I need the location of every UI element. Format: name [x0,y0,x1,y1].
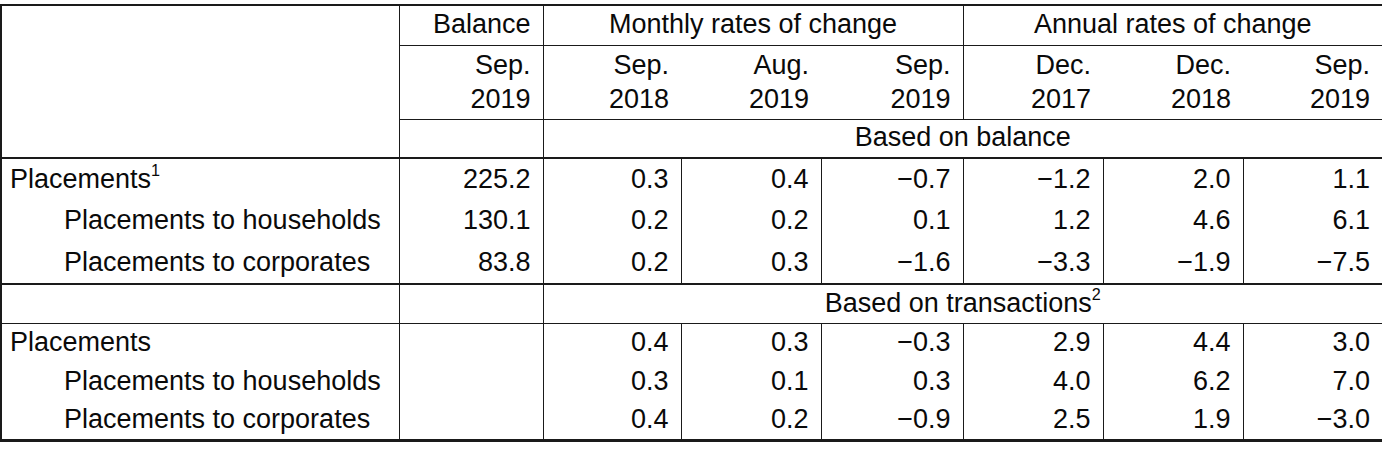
cell-value: −7.5 [1243,242,1382,284]
cell-value: −0.3 [821,323,963,362]
row-label: Placements to households [1,362,399,401]
period-header-annual-1: Dec. 2017 [963,45,1103,119]
row-label: Placements to corporates [1,242,399,284]
cell-value: 0.2 [681,200,821,242]
section-band-based-on-transactions: Based on transactions2 [543,284,1382,323]
period-month: Sep. [544,48,670,82]
cell-value: 1.1 [1243,158,1382,200]
period-month: Aug. [681,48,809,82]
cell-value: 6.2 [1103,362,1243,401]
cell-value: 0.3 [543,158,681,200]
period-month: Dec. [964,48,1092,82]
section-band-based-on-balance: Based on balance [543,119,1382,158]
cell-balance: 225.2 [399,158,543,200]
period-month: Dec. [1103,48,1231,82]
cell-value: 0.2 [543,200,681,242]
cell-value: 0.4 [543,323,681,362]
cell-balance: 130.1 [399,200,543,242]
rates-of-change-table-sheet: Balance Monthly rates of change Annual r… [0,4,1382,452]
period-year: 2019 [400,82,531,116]
cell-value: 0.1 [681,362,821,401]
row-label-column-spacer [1,5,399,119]
cell-value: 0.2 [681,401,821,440]
period-header-balance: Sep. 2019 [399,45,543,119]
cell-value: −1.9 [1103,242,1243,284]
cell-value: −0.7 [821,158,963,200]
period-year: 2017 [964,82,1092,116]
cell-value: 7.0 [1243,362,1382,401]
band-label-spacer [1,284,399,323]
period-header-annual-2: Dec. 2018 [1103,45,1243,119]
cell-value: 0.3 [821,362,963,401]
period-month: Sep. [821,48,951,82]
table-row: Placements to corporates 83.8 0.2 0.3 −1… [1,242,1382,284]
band-balance-spacer [399,119,543,158]
monthly-rates-group-header: Monthly rates of change [543,5,963,45]
footnote-marker: 1 [151,161,160,179]
period-year: 2019 [681,82,809,116]
period-year: 2018 [544,82,670,116]
period-header-monthly-2: Aug. 2019 [681,45,821,119]
cell-value: 2.9 [963,323,1103,362]
cell-value: 0.4 [543,401,681,440]
row-label: Placements [1,323,399,362]
period-month: Sep. [1243,48,1370,82]
row-label: Placements1 [1,158,399,200]
cell-value: 0.3 [543,362,681,401]
cell-value: −0.9 [821,401,963,440]
cell-value: 3.0 [1243,323,1382,362]
cell-value: 1.9 [1103,401,1243,440]
cell-value: −1.2 [963,158,1103,200]
rates-of-change-table: Balance Monthly rates of change Annual r… [0,4,1382,442]
period-year: 2019 [821,82,951,116]
cell-value: 0.2 [543,242,681,284]
table-row: Placements to corporates 0.4 0.2 −0.9 2.… [1,401,1382,440]
balance-column-header: Balance [399,5,543,45]
cell-value: −1.6 [821,242,963,284]
period-year: 2018 [1103,82,1231,116]
period-header-monthly-1: Sep. 2018 [543,45,681,119]
annual-rates-group-header: Annual rates of change [963,5,1382,45]
cell-balance [399,362,543,401]
band-balance-spacer [399,284,543,323]
cell-value: 4.4 [1103,323,1243,362]
cell-value: 0.3 [681,323,821,362]
cell-value: 4.6 [1103,200,1243,242]
cell-value: 2.5 [963,401,1103,440]
cell-value: −3.3 [963,242,1103,284]
table-row: Placements 0.4 0.3 −0.3 2.9 4.4 3.0 [1,323,1382,362]
row-label: Placements to households [1,200,399,242]
table-row: Placements to households 0.3 0.1 0.3 4.0… [1,362,1382,401]
period-year: 2019 [1243,82,1370,116]
footnote-marker: 2 [1092,285,1101,303]
cell-value: 0.4 [681,158,821,200]
cell-value: 1.2 [963,200,1103,242]
row-label: Placements to corporates [1,401,399,440]
period-month: Sep. [400,48,531,82]
cell-value: 0.1 [821,200,963,242]
cell-balance [399,401,543,440]
band-label-spacer [1,119,399,158]
cell-balance [399,323,543,362]
cell-balance: 83.8 [399,242,543,284]
cell-value: 4.0 [963,362,1103,401]
period-header-monthly-3: Sep. 2019 [821,45,963,119]
cell-value: −3.0 [1243,401,1382,440]
cell-value: 2.0 [1103,158,1243,200]
cell-value: 0.3 [681,242,821,284]
cell-value: 6.1 [1243,200,1382,242]
table-row: Placements1 225.2 0.3 0.4 −0.7 −1.2 2.0 … [1,158,1382,200]
period-header-annual-3: Sep. 2019 [1243,45,1382,119]
table-row: Placements to households 130.1 0.2 0.2 0… [1,200,1382,242]
